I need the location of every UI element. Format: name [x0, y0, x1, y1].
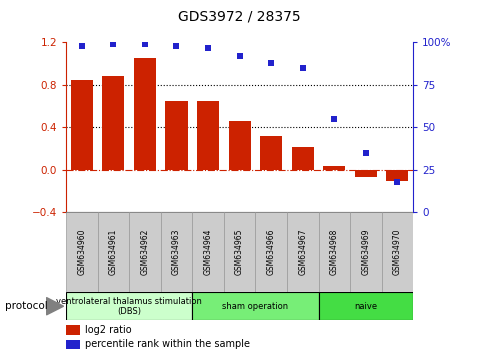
Text: percentile rank within the sample: percentile rank within the sample: [85, 339, 249, 349]
Bar: [134, 58, 156, 170]
Point: [235, 53, 243, 59]
Bar: [102, 76, 124, 170]
Bar: [192, 212, 224, 292]
Bar: [66, 325, 80, 335]
Bar: [129, 212, 161, 292]
Polygon shape: [46, 297, 63, 315]
Point: [393, 179, 401, 185]
Bar: [165, 101, 187, 170]
Text: GDS3972 / 28375: GDS3972 / 28375: [178, 9, 300, 23]
Text: ventrolateral thalamus stimulation
(DBS): ventrolateral thalamus stimulation (DBS): [56, 297, 202, 316]
Bar: [354, 170, 376, 177]
Text: GSM634969: GSM634969: [361, 229, 369, 275]
Bar: [386, 170, 407, 181]
Bar: [286, 212, 318, 292]
Bar: [255, 212, 286, 292]
Text: GSM634964: GSM634964: [203, 229, 212, 275]
Bar: [192, 292, 318, 320]
Point: [330, 116, 338, 122]
Text: GSM634965: GSM634965: [235, 229, 244, 275]
Bar: [381, 212, 412, 292]
Point: [267, 60, 275, 66]
Bar: [71, 80, 93, 170]
Bar: [318, 292, 412, 320]
Text: naive: naive: [354, 302, 377, 311]
Bar: [98, 212, 129, 292]
Point: [109, 41, 117, 47]
Point: [78, 43, 85, 49]
Bar: [228, 121, 250, 170]
Bar: [349, 212, 381, 292]
Text: GSM634963: GSM634963: [172, 229, 181, 275]
Text: GSM634960: GSM634960: [77, 229, 86, 275]
Text: log2 ratio: log2 ratio: [85, 325, 131, 335]
Text: GSM634970: GSM634970: [392, 229, 401, 275]
Text: GSM634967: GSM634967: [298, 229, 306, 275]
Text: sham operation: sham operation: [222, 302, 288, 311]
Text: GSM634968: GSM634968: [329, 229, 338, 275]
Text: GSM634966: GSM634966: [266, 229, 275, 275]
Bar: [260, 136, 282, 170]
Point: [141, 41, 148, 47]
Bar: [318, 212, 349, 292]
Bar: [291, 147, 313, 170]
Bar: [66, 292, 192, 320]
Bar: [66, 340, 80, 349]
Point: [361, 150, 369, 156]
Point: [203, 45, 211, 50]
Bar: [323, 166, 345, 170]
Bar: [197, 101, 219, 170]
Point: [172, 43, 180, 49]
Text: GSM634961: GSM634961: [109, 229, 118, 275]
Bar: [66, 212, 98, 292]
Bar: [224, 212, 255, 292]
Point: [298, 65, 306, 71]
Bar: [161, 212, 192, 292]
Text: GSM634962: GSM634962: [140, 229, 149, 275]
Text: protocol: protocol: [5, 301, 47, 311]
